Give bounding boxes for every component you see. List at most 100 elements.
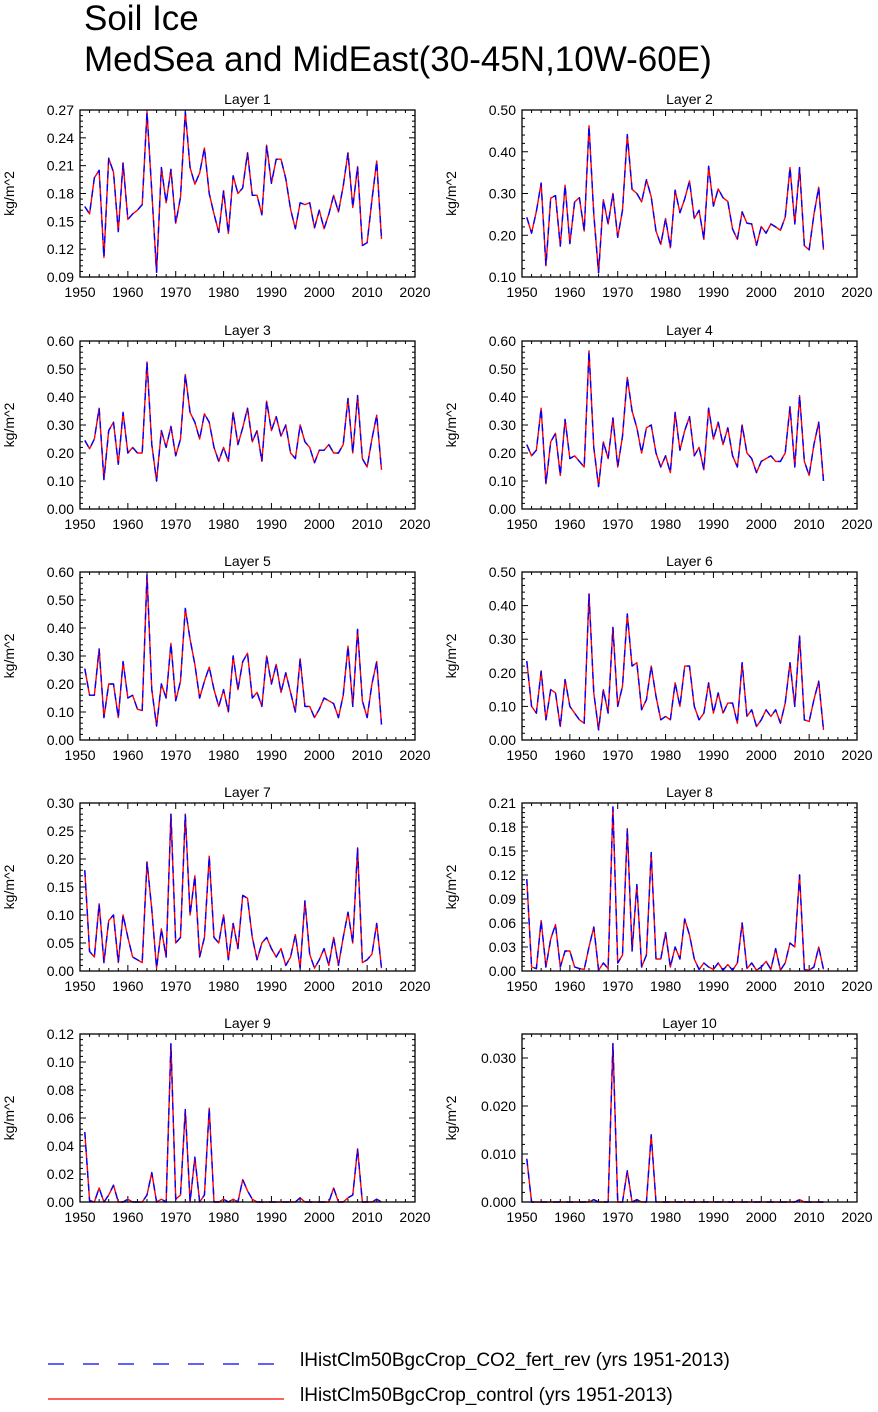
- layer-10-ylabel: kg/m^2: [443, 1095, 459, 1140]
- layer-9-xtick-label: 1990: [256, 1209, 287, 1225]
- layer-7-xtick-label: 1960: [112, 978, 143, 994]
- layer-10-xtick-label: 1950: [506, 1209, 537, 1225]
- layer-8-xtick-label: 1960: [554, 978, 585, 994]
- layer-10-ytick-label: 0.020: [481, 1098, 516, 1114]
- layer-1-frame: [79, 109, 416, 278]
- layer-8-xtick-label: 1970: [602, 978, 633, 994]
- layer-7-xtick-label: 1950: [64, 978, 95, 994]
- layer-9-ytick-label: 0.10: [47, 1054, 74, 1070]
- layer-1-ytick-label: 0.18: [47, 186, 74, 202]
- layer-3-ytick-label: 0.40: [47, 389, 74, 405]
- layer-7-xtick-label: 2010: [352, 978, 383, 994]
- layer-6-title: Layer 6: [666, 553, 713, 569]
- layer-1-ytick-label: 0.27: [47, 102, 74, 118]
- layer-8-ytick-label: 0.18: [489, 819, 516, 835]
- layer-4-panel: Layer 4 kg/m^2 1950 1960 1970 1980 1990 2000 201…: [443, 322, 873, 532]
- layer-7-panel: Layer 7 kg/m^2 1950 1960 1970 1980 1990 2000 201…: [1, 784, 431, 994]
- layer-8-ytick-label: 0.21: [489, 795, 516, 811]
- legend-label-control: lHistClm50BgcCrop_control (yrs 1951-2013…: [300, 1385, 673, 1406]
- layer-8-xtick-label: 1950: [506, 978, 537, 994]
- layer-1-panel: Layer 1 kg/m^2 1950 1960 1970 1980 1990 2000 201…: [1, 91, 431, 300]
- layer-9-xtick-label: 2020: [399, 1209, 430, 1225]
- layer-8-ytick-label: 0.03: [489, 939, 516, 955]
- layer-9-xtick-label: 1950: [64, 1209, 95, 1225]
- layer-6-ytick-label: 0.20: [489, 665, 516, 681]
- layer-6-ytick-label: 0.40: [489, 598, 516, 614]
- layer-1-xtick-label: 1950: [64, 284, 95, 300]
- layer-3-title: Layer 3: [224, 322, 271, 338]
- layer-5-xtick-label: 1970: [160, 747, 191, 763]
- layer-1-xtick-label: 1990: [256, 284, 287, 300]
- layer-5-xtick-label: 1950: [64, 747, 95, 763]
- layer-2-xtick-label: 1980: [650, 284, 681, 300]
- layer-8-xtick-label: 2020: [841, 978, 872, 994]
- layer-8-ytick-label: 0.00: [489, 963, 516, 979]
- layer-3-ytick-label: 0.10: [47, 473, 74, 489]
- layer-8-xtick-label: 1980: [650, 978, 681, 994]
- layer-10-xtick-label: 2010: [794, 1209, 825, 1225]
- layer-5-xtick-label: 2010: [352, 747, 383, 763]
- layer-10-ytick-label: 0.010: [481, 1146, 516, 1162]
- layer-7-ytick-label: 0.20: [47, 851, 74, 867]
- layer-3-xtick-label: 1980: [208, 516, 239, 532]
- layer-10-xtick-label: 1990: [698, 1209, 729, 1225]
- layer-3-series-co2-fert-rev: [84, 361, 383, 482]
- layer-7-ytick-label: 0.15: [47, 879, 74, 895]
- layer-4-xtick-label: 2000: [746, 516, 777, 532]
- layer-5-ytick-label: 0.40: [47, 620, 74, 636]
- layer-7-ytick-label: 0.30: [47, 795, 74, 811]
- chart-title-line-1: Soil Ice: [84, 0, 199, 38]
- layer-10-ytick-label: 0.000: [481, 1194, 516, 1210]
- layer-2-xtick-label: 2020: [841, 284, 872, 300]
- layer-8-series-co2-fert-rev: [526, 806, 825, 971]
- layer-1-xtick-label: 1960: [112, 284, 143, 300]
- layer-8-ytick-label: 0.12: [489, 867, 516, 883]
- layer-5-ytick-label: 0.00: [47, 732, 74, 748]
- layer-7-ytick-label: 0.10: [47, 907, 74, 923]
- layer-2-ytick-label: 0.50: [489, 102, 516, 118]
- layer-2-ytick-label: 0.40: [489, 144, 516, 160]
- layer-2-title: Layer 2: [666, 91, 713, 107]
- layer-5-series-co2-fert-rev: [84, 574, 383, 727]
- layer-3-ytick-label: 0.20: [47, 445, 74, 461]
- layer-6-xtick-label: 1990: [698, 747, 729, 763]
- layer-2-xtick-label: 1970: [602, 284, 633, 300]
- layer-2-xtick-label: 1990: [698, 284, 729, 300]
- layer-6-ylabel: kg/m^2: [443, 633, 459, 678]
- layer-2-ytick-label: 0.10: [489, 269, 516, 285]
- layer-3-frame: [79, 340, 416, 510]
- layer-1-xtick-label: 2010: [352, 284, 383, 300]
- layer-7-frame: [79, 802, 416, 972]
- layer-6-ytick-label: 0.10: [489, 698, 516, 714]
- layer-10-xtick-label: 1960: [554, 1209, 585, 1225]
- layer-9-title: Layer 9: [224, 1015, 271, 1031]
- layer-5-ytick-label: 0.60: [47, 564, 74, 580]
- layer-4-ytick-label: 0.10: [489, 473, 516, 489]
- layer-1-ytick-label: 0.21: [47, 158, 74, 174]
- layer-4-ytick-label: 0.20: [489, 445, 516, 461]
- layer-2-ytick-label: 0.30: [489, 186, 516, 202]
- layer-4-ytick-label: 0.40: [489, 389, 516, 405]
- layer-6-xtick-label: 1980: [650, 747, 681, 763]
- layer-3-ytick-label: 0.60: [47, 333, 74, 349]
- layer-10-title: Layer 10: [662, 1015, 717, 1031]
- layer-5-ytick-label: 0.20: [47, 676, 74, 692]
- layer-2-series-co2-fert-rev: [526, 125, 825, 274]
- layer-3-xtick-label: 2000: [304, 516, 335, 532]
- layer-5-ytick-label: 0.50: [47, 592, 74, 608]
- layer-2-xtick-label: 2000: [746, 284, 777, 300]
- layer-3-ytick-label: 0.00: [47, 501, 74, 517]
- layer-9-ytick-label: 0.02: [47, 1166, 74, 1182]
- layer-6-xtick-label: 1960: [554, 747, 585, 763]
- layer-7-ytick-label: 0.00: [47, 963, 74, 979]
- layer-9-xtick-label: 1960: [112, 1209, 143, 1225]
- layer-10-panel: Layer 10 kg/m^2 1950 1960 1970 1980 1990 2000 20…: [443, 1015, 873, 1225]
- layer-9-ytick-label: 0.04: [47, 1138, 74, 1154]
- layer-1-ylabel: kg/m^2: [1, 171, 17, 216]
- layer-1-ytick-label: 0.09: [47, 269, 74, 285]
- layer-9-ytick-label: 0.12: [47, 1026, 74, 1042]
- layer-1-xtick-label: 1980: [208, 284, 239, 300]
- layer-4-ytick-label: 0.50: [489, 361, 516, 377]
- layer-6-xtick-label: 2000: [746, 747, 777, 763]
- layer-7-ylabel: kg/m^2: [1, 864, 17, 909]
